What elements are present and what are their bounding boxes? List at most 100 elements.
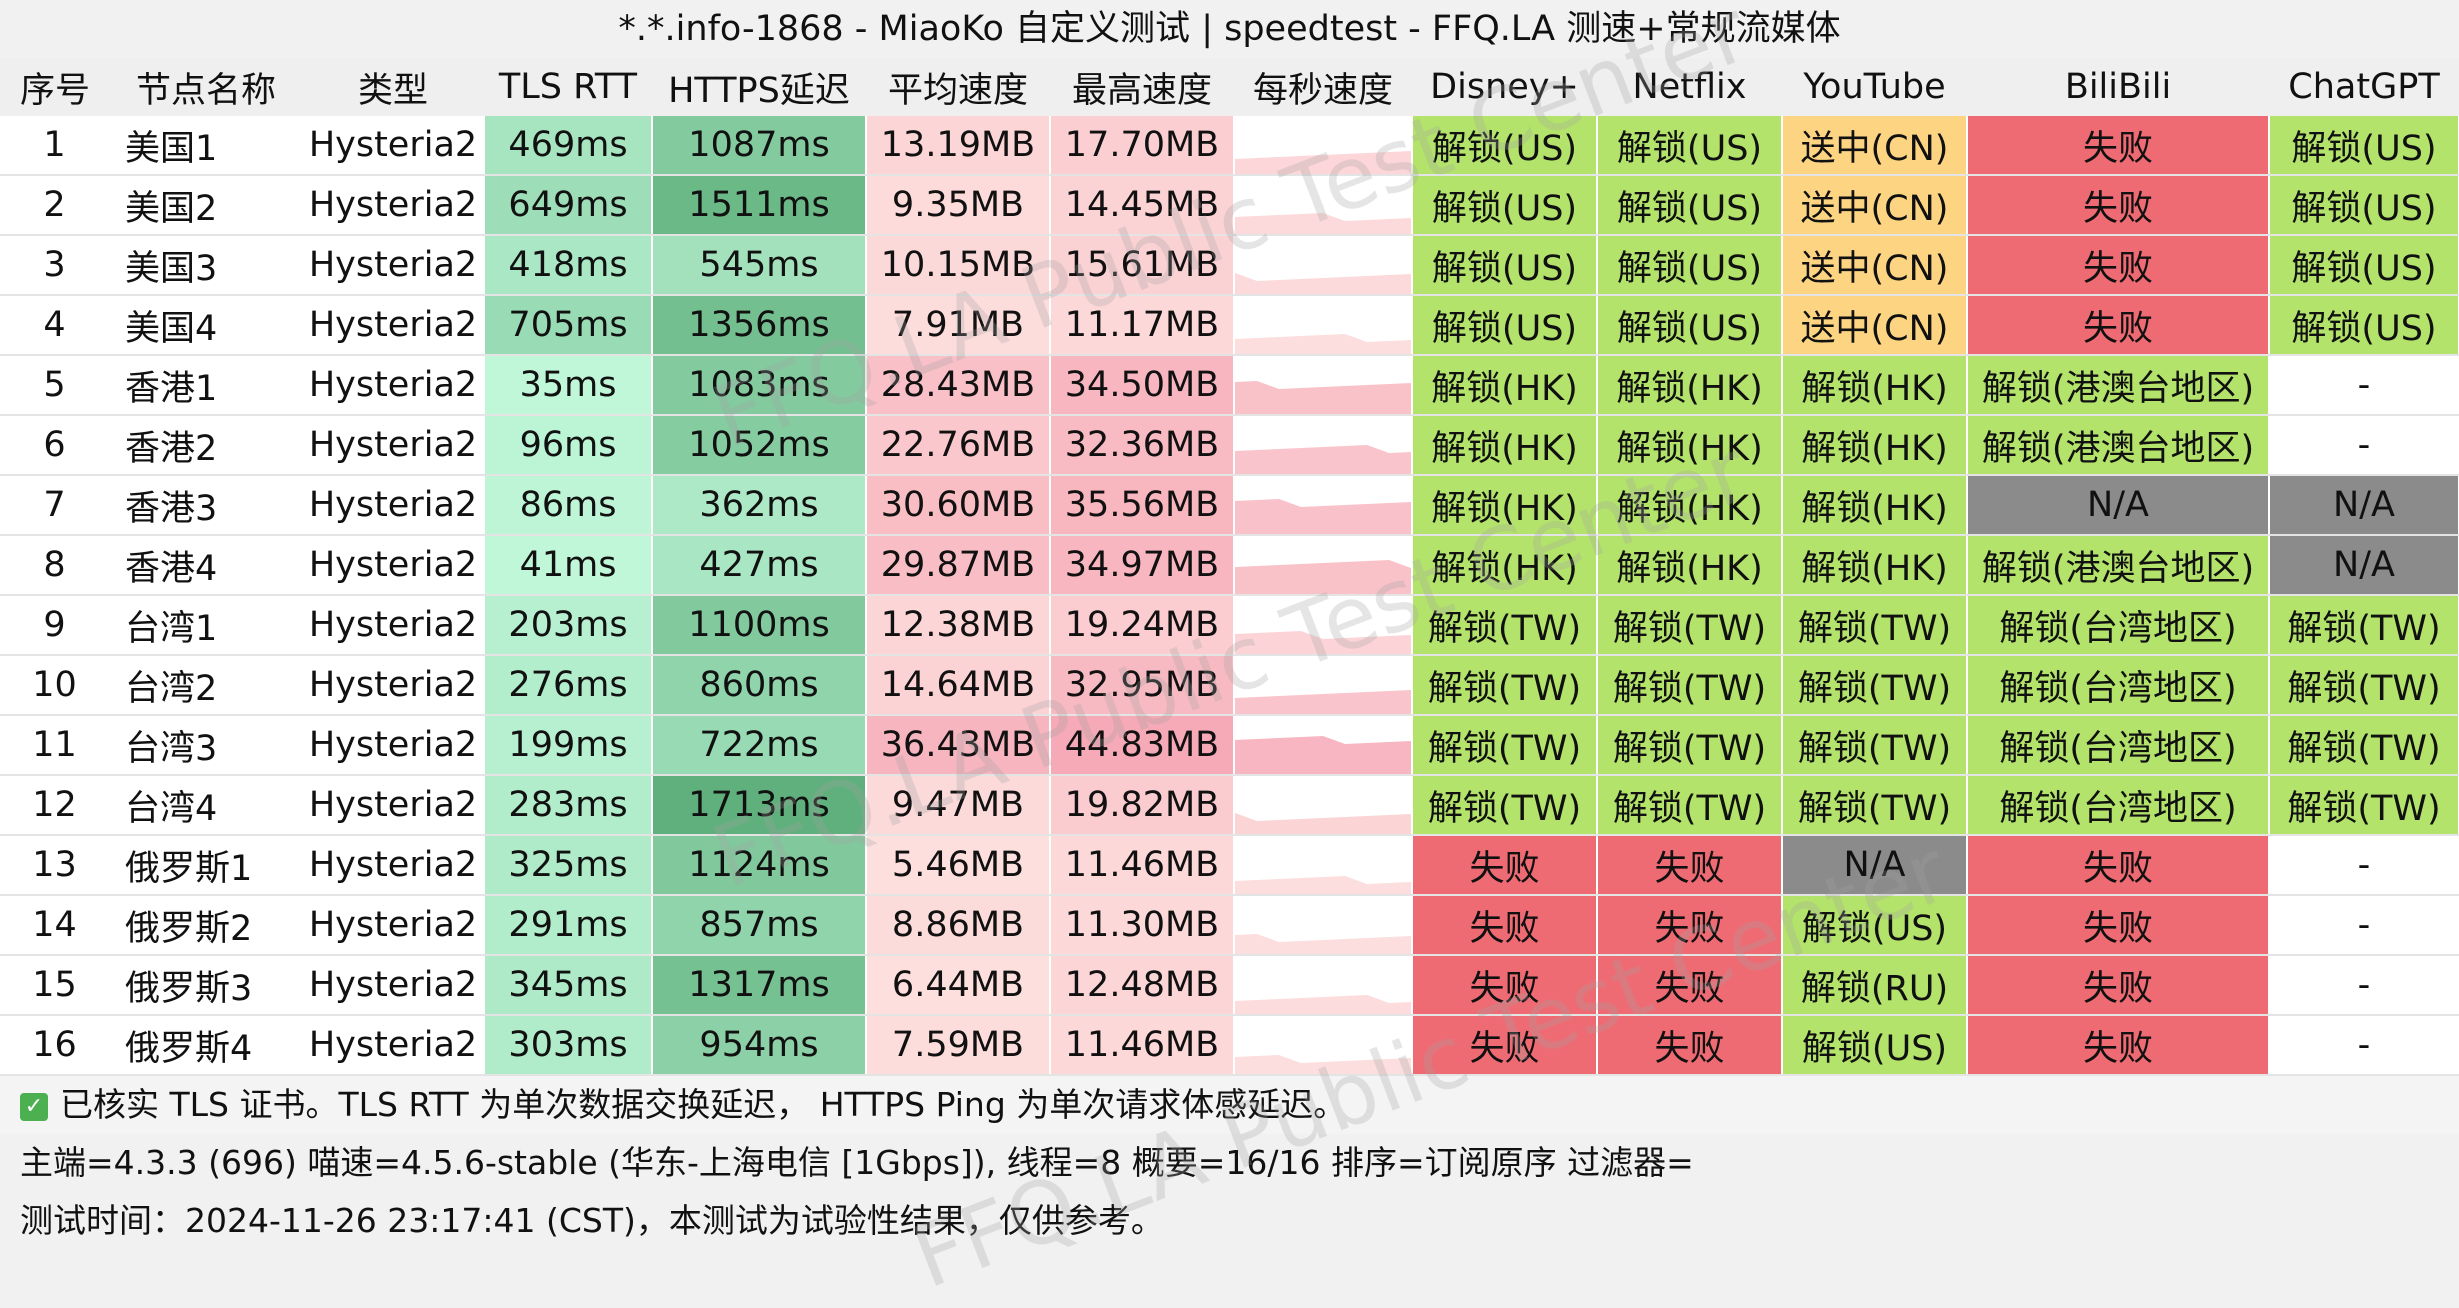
cell-index: 2 xyxy=(0,175,111,236)
cell-node-name: 美国2 xyxy=(110,175,303,236)
column-header-netflix: Netflix xyxy=(1597,58,1782,116)
cell-tls-rtt: 35ms xyxy=(484,355,653,416)
cell-https-latency: 1124ms xyxy=(652,835,867,896)
table-row: 12 台湾4 Hysteria2 283ms 1713ms 9.47MB 19.82MB 解锁… xyxy=(0,775,2459,836)
cell-youtube: N/A xyxy=(1782,835,1968,896)
cell-speed-sparkline xyxy=(1234,895,1413,956)
table-row: 5 香港1 Hysteria2 35ms 1083ms 28.43MB 34.50MB 解锁(… xyxy=(0,355,2459,416)
cell-netflix: 解锁(HK) xyxy=(1597,475,1783,536)
cell-disney: 解锁(US) xyxy=(1412,235,1598,296)
cell-bilibili: 解锁(港澳台地区) xyxy=(1967,355,2270,416)
cell-max-speed: 34.50MB xyxy=(1050,355,1235,416)
cell-type: Hysteria2 xyxy=(302,715,485,776)
cell-disney: 失败 xyxy=(1412,895,1598,956)
cell-netflix: 失败 xyxy=(1597,835,1783,896)
cell-index: 7 xyxy=(0,475,111,536)
cell-index: 13 xyxy=(0,835,111,896)
cell-chatgpt: - xyxy=(2269,415,2459,476)
cell-max-speed: 11.17MB xyxy=(1050,295,1235,356)
cell-avg-speed: 12.38MB xyxy=(866,595,1051,656)
cell-node-name: 香港3 xyxy=(110,475,303,536)
cell-disney: 解锁(HK) xyxy=(1412,535,1598,596)
check-icon: ✓ xyxy=(20,1092,48,1121)
speed-sparkline xyxy=(1235,1055,1410,1073)
cell-type: Hysteria2 xyxy=(302,655,485,716)
footer-tls-note-text: 已核实 TLS 证书。TLS RTT 为单次数据交换延迟， HTTPS Ping… xyxy=(60,1085,1347,1124)
cell-youtube: 解锁(HK) xyxy=(1782,355,1968,416)
cell-disney: 失败 xyxy=(1412,955,1598,1016)
table-row: 2 美国2 Hysteria2 649ms 1511ms 9.35MB 14.45MB 解锁(… xyxy=(0,175,2459,236)
cell-chatgpt: - xyxy=(2269,955,2459,1016)
cell-index: 10 xyxy=(0,655,111,716)
cell-index: 12 xyxy=(0,775,111,836)
speed-sparkline xyxy=(1235,876,1410,893)
cell-node-name: 台湾3 xyxy=(110,715,303,776)
cell-disney: 失败 xyxy=(1412,1015,1598,1076)
cell-speed-sparkline xyxy=(1234,775,1413,836)
cell-type: Hysteria2 xyxy=(302,595,485,656)
table-row: 14 俄罗斯2 Hysteria2 291ms 857ms 8.86MB 11.30MB 失败… xyxy=(0,895,2459,956)
cell-youtube: 解锁(HK) xyxy=(1782,535,1968,596)
cell-speed-sparkline xyxy=(1234,116,1413,176)
column-header-disney: Disney+ xyxy=(1412,58,1597,116)
cell-disney: 解锁(TW) xyxy=(1412,775,1598,836)
cell-node-name: 美国4 xyxy=(110,295,303,356)
cell-bilibili: 失败 xyxy=(1967,235,2270,296)
cell-netflix: 失败 xyxy=(1597,955,1783,1016)
cell-tls-rtt: 418ms xyxy=(484,235,653,296)
cell-node-name: 香港2 xyxy=(110,415,303,476)
cell-type: Hysteria2 xyxy=(302,355,485,416)
cell-tls-rtt: 41ms xyxy=(484,535,653,596)
cell-node-name: 香港4 xyxy=(110,535,303,596)
column-header-https-latency: HTTPS延迟 xyxy=(652,58,866,116)
cell-bilibili: 解锁(台湾地区) xyxy=(1967,775,2270,836)
column-header-tls-rtt: TLS RTT xyxy=(484,58,652,116)
cell-speed-sparkline xyxy=(1234,1015,1413,1076)
cell-https-latency: 1083ms xyxy=(652,355,867,416)
cell-tls-rtt: 276ms xyxy=(484,655,653,716)
cell-node-name: 香港1 xyxy=(110,355,303,416)
cell-bilibili: 解锁(台湾地区) xyxy=(1967,655,2270,716)
speed-sparkline xyxy=(1235,381,1410,413)
speed-sparkline xyxy=(1235,445,1410,473)
cell-type: Hysteria2 xyxy=(302,116,485,176)
cell-avg-speed: 7.91MB xyxy=(866,295,1051,356)
cell-max-speed: 11.46MB xyxy=(1050,1015,1235,1076)
cell-type: Hysteria2 xyxy=(302,415,485,476)
speed-sparkline xyxy=(1235,736,1410,773)
cell-index: 6 xyxy=(0,415,111,476)
cell-max-speed: 35.56MB xyxy=(1050,475,1235,536)
cell-https-latency: 545ms xyxy=(652,235,867,296)
column-header-youtube: YouTube xyxy=(1782,58,1967,116)
cell-type: Hysteria2 xyxy=(302,835,485,896)
cell-type: Hysteria2 xyxy=(302,535,485,596)
cell-node-name: 台湾1 xyxy=(110,595,303,656)
report-title: *.*.info-1868 - MiaoKo 自定义测试 | speedtest… xyxy=(0,0,2459,58)
cell-node-name: 台湾4 xyxy=(110,775,303,836)
cell-bilibili: 解锁(台湾地区) xyxy=(1967,715,2270,776)
cell-avg-speed: 14.64MB xyxy=(866,655,1051,716)
cell-index: 15 xyxy=(0,955,111,1016)
cell-https-latency: 722ms xyxy=(652,715,867,776)
cell-avg-speed: 13.19MB xyxy=(866,116,1051,176)
cell-node-name: 美国3 xyxy=(110,235,303,296)
cell-max-speed: 19.82MB xyxy=(1050,775,1235,836)
cell-disney: 解锁(TW) xyxy=(1412,715,1598,776)
cell-avg-speed: 9.35MB xyxy=(866,175,1051,236)
cell-max-speed: 12.48MB xyxy=(1050,955,1235,1016)
cell-youtube: 送中(CN) xyxy=(1782,235,1968,296)
cell-netflix: 解锁(HK) xyxy=(1597,535,1783,596)
cell-tls-rtt: 96ms xyxy=(484,415,653,476)
cell-tls-rtt: 86ms xyxy=(484,475,653,536)
column-header-avg-speed: 平均速度 xyxy=(866,58,1050,116)
column-header-max-speed: 最高速度 xyxy=(1050,58,1234,116)
cell-chatgpt: 解锁(TW) xyxy=(2269,595,2459,656)
cell-node-name: 俄罗斯2 xyxy=(110,895,303,956)
cell-chatgpt: N/A xyxy=(2269,535,2459,596)
cell-netflix: 解锁(US) xyxy=(1597,116,1783,176)
cell-type: Hysteria2 xyxy=(302,235,485,296)
cell-chatgpt: 解锁(TW) xyxy=(2269,775,2459,836)
cell-chatgpt: - xyxy=(2269,895,2459,956)
cell-disney: 解锁(US) xyxy=(1412,175,1598,236)
cell-bilibili: 解锁(港澳台地区) xyxy=(1967,415,2270,476)
